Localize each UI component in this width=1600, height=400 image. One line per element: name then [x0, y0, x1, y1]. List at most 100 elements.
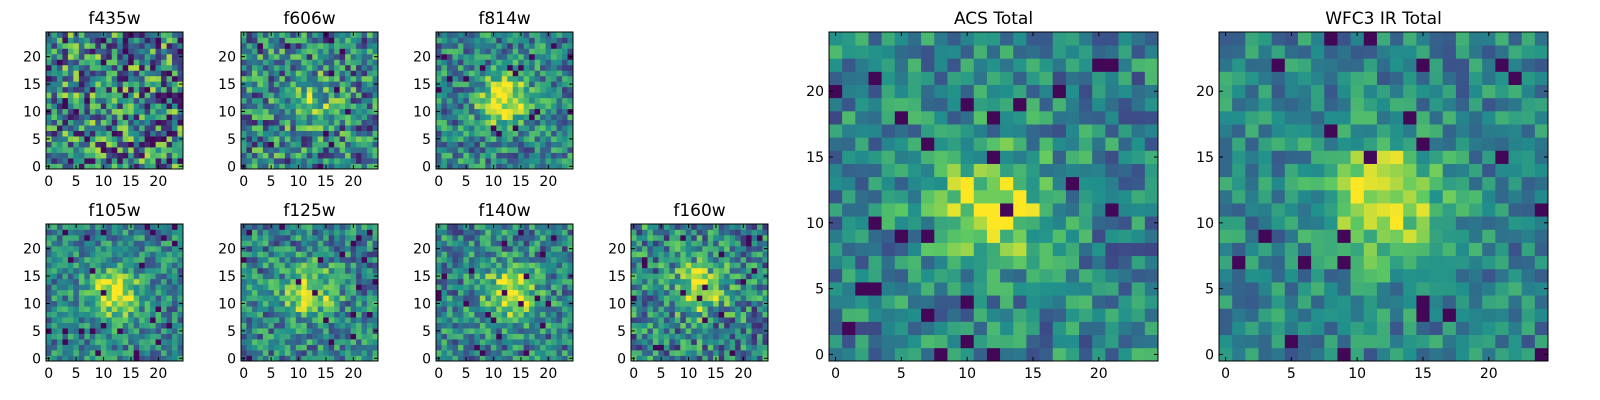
heatmap-cell [339, 262, 346, 269]
heatmap-cell [474, 245, 481, 252]
heatmap-cell [100, 119, 107, 126]
heatmap-cell [663, 229, 670, 236]
heatmap-cell [829, 203, 843, 217]
heatmap-cell [317, 92, 324, 99]
heatmap-cell [62, 86, 69, 93]
heatmap-cell [139, 75, 145, 82]
heatmap-cell [960, 268, 975, 283]
heatmap-cell [262, 42, 269, 49]
heatmap-cell [172, 114, 178, 121]
heatmap-cell [317, 59, 324, 66]
heatmap-cell [78, 103, 85, 110]
heatmap-cell [117, 289, 124, 296]
heatmap-cell [246, 32, 253, 38]
heatmap-cell [46, 75, 52, 82]
heatmap-cell [713, 311, 720, 318]
heatmap-cell [729, 333, 736, 340]
heatmap-cell [301, 59, 308, 66]
heatmap-cell [986, 334, 1001, 349]
heatmap-cell [1013, 242, 1027, 257]
y-tick-label: 0 [617, 351, 626, 367]
heatmap-cell [540, 42, 546, 49]
heatmap-cell [51, 322, 58, 329]
heatmap-cell [317, 350, 324, 356]
heatmap-cell [106, 114, 113, 121]
heatmap-cell [529, 234, 535, 241]
heatmap-cell [172, 300, 178, 307]
heatmap-cell [133, 273, 140, 280]
heatmap-cell [67, 317, 74, 323]
heatmap-cell [312, 81, 319, 88]
heatmap-cell [268, 108, 275, 115]
heatmap-cell [67, 59, 74, 66]
heatmap-cell [680, 267, 687, 274]
heatmap-cell [128, 300, 135, 307]
heatmap-cell [345, 322, 351, 329]
heatmap-cell [301, 339, 308, 345]
heatmap-cell [529, 70, 535, 77]
heatmap-cell [117, 92, 124, 99]
heatmap-cell [1105, 163, 1119, 178]
heatmap-cell [735, 251, 741, 258]
heatmap-cell [350, 42, 357, 49]
heatmap-cell [268, 130, 275, 137]
heatmap-cell [507, 59, 514, 66]
heatmap-cell [128, 81, 135, 88]
heatmap-cell [73, 245, 80, 252]
heatmap-cell [268, 229, 275, 236]
heatmap-cell [312, 32, 319, 38]
panel-title: f125w [283, 201, 335, 221]
heatmap-cell [562, 119, 568, 126]
heatmap-cell [334, 114, 340, 121]
heatmap-cell [262, 262, 269, 269]
heatmap-cell [523, 267, 530, 274]
heatmap-cell [551, 240, 557, 247]
heatmap-cell [540, 300, 546, 307]
heatmap-cell [334, 306, 340, 313]
heatmap-cell [133, 339, 140, 345]
heatmap-cell [702, 273, 709, 280]
heatmap-cell [356, 322, 362, 329]
heatmap-cell [301, 125, 308, 131]
heatmap-cell [312, 92, 319, 99]
heatmap-cell [652, 245, 659, 252]
heatmap-cell [367, 75, 373, 82]
heatmap-cell [562, 295, 568, 302]
heatmap-cell [452, 97, 459, 104]
heatmap-cell [691, 328, 698, 334]
heatmap-cell [279, 328, 286, 334]
heatmap-cell [490, 70, 497, 77]
heatmap-cell [128, 92, 135, 99]
heatmap-cell [512, 75, 519, 82]
heatmap-cell [172, 262, 178, 269]
heatmap-cell [518, 64, 525, 71]
heatmap-cell [100, 251, 107, 258]
heatmap-cell [273, 125, 280, 131]
heatmap-cell [84, 295, 91, 302]
heatmap-cell [133, 284, 140, 291]
heatmap-cell [707, 355, 714, 362]
heatmap-cell [529, 262, 535, 269]
heatmap-cell [122, 163, 129, 170]
heatmap-cell [735, 300, 741, 307]
heatmap-cell [474, 284, 481, 291]
heatmap-cell [702, 229, 709, 236]
heatmap-cell [567, 256, 574, 263]
heatmap-cell [829, 229, 843, 243]
heatmap-cell [62, 125, 69, 131]
heatmap-cell [166, 355, 173, 362]
heatmap-cell [1013, 229, 1027, 243]
heatmap-cell [257, 224, 264, 230]
heatmap-cell [485, 224, 492, 230]
heatmap-cell [262, 97, 269, 104]
heatmap-cell [56, 136, 63, 142]
heatmap-cell [339, 136, 346, 142]
heatmap-cell [452, 344, 459, 351]
heatmap-cell [284, 278, 291, 285]
heatmap-cell [350, 278, 357, 285]
heatmap-cell [84, 333, 91, 340]
heatmap-cell [241, 130, 247, 137]
heatmap-cell [501, 355, 508, 362]
heatmap-cell [372, 339, 379, 345]
heatmap-cell [139, 37, 145, 44]
